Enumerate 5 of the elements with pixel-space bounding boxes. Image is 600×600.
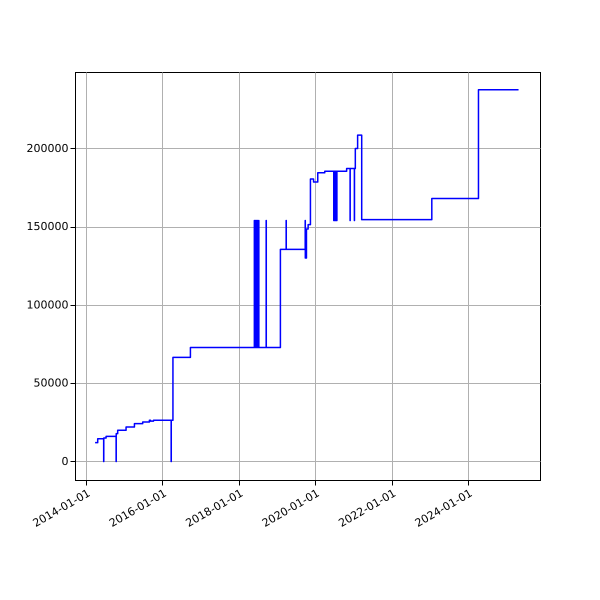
y-tick-label: 200000	[26, 142, 68, 155]
y-tick-label: 50000	[34, 376, 68, 390]
y-tick-label: 100000	[26, 298, 68, 312]
y-tick-label: 0	[62, 454, 68, 468]
y-tick-label: 150000	[26, 220, 68, 234]
